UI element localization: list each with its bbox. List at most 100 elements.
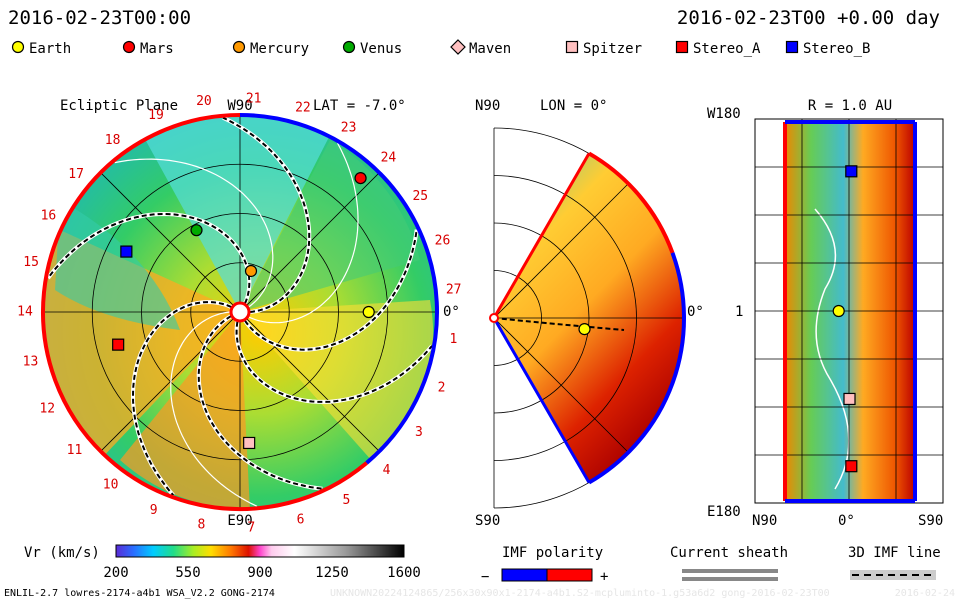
meridional-rim-positive xyxy=(587,151,675,254)
footer-stamp: 2016-02-24 xyxy=(895,588,955,599)
meridional-rim-negative xyxy=(587,252,686,485)
legend-label-maven: Maven xyxy=(469,41,511,57)
colorbar-label: Vr (km/s) xyxy=(24,545,100,561)
carrington-label: 20 xyxy=(196,94,212,109)
legend-marker-stereo-a xyxy=(675,40,689,54)
meridional-edge-top xyxy=(492,152,591,319)
carrington-label: 25 xyxy=(412,189,428,204)
sphere-velocity-map xyxy=(785,123,915,501)
sphere-mid-label: 1 xyxy=(735,304,743,320)
current-sheath-label: Current sheath xyxy=(670,545,788,561)
sphere-x-label-s90: S90 xyxy=(918,513,943,529)
polarity-positive-swatch xyxy=(546,568,593,582)
sphere-marker-stereo-a xyxy=(845,460,858,473)
ecliptic-polarity-rim xyxy=(41,113,439,511)
colorbar-tick-label: 200 xyxy=(103,565,128,581)
sphere-marker-earth xyxy=(832,304,845,318)
imf-line-label: 3D IMF line xyxy=(848,545,941,561)
colorbar-tick-label: 1600 xyxy=(387,565,421,581)
ecliptic-marker-spitzer xyxy=(243,436,256,450)
datetime-title: 2016-02-23T00:00 xyxy=(8,7,191,29)
meridional-panel: N90 LON = 0° S90 0° xyxy=(475,98,704,529)
legend-marker-maven xyxy=(450,39,466,55)
carrington-label: 4 xyxy=(383,463,391,478)
colorbar-ramp xyxy=(115,544,405,558)
sphere-bottom-left-label: E180 xyxy=(707,504,741,520)
imf-polarity-label: IMF polarity xyxy=(502,545,603,561)
body-legend: Earth Mars Mercury Venus Maven Spitzer Stereo_… xyxy=(11,39,870,57)
footer-run-id: UNKNOWN20224124865/256x30x90x1-2174-a4b1… xyxy=(330,588,830,599)
colorbar-tick-label: 1250 xyxy=(315,565,349,581)
legend-label-spitzer: Spitzer xyxy=(583,41,642,57)
imf-spiral-line xyxy=(244,229,418,351)
imf-polarity-key: IMF polarity − + xyxy=(481,545,608,585)
ecliptic-marker-venus xyxy=(190,224,203,237)
meridional-top-label: N90 xyxy=(475,98,500,114)
current-sheath-swatch-bottom xyxy=(682,577,778,581)
meridional-edge-bottom xyxy=(492,317,591,484)
legend-label-stereo-b: Stereo_B xyxy=(803,41,870,57)
imf-line-key: 3D IMF line xyxy=(848,545,941,580)
sphere-top-left-label: W180 xyxy=(707,106,741,122)
ecliptic-title: Ecliptic Plane xyxy=(60,98,178,114)
sphere-marker-stereo-b xyxy=(845,165,858,178)
carrington-label: 10 xyxy=(103,478,119,493)
carrington-label: 14 xyxy=(17,305,33,320)
current-sheath-key: Current sheath xyxy=(670,545,788,581)
carrington-label: 5 xyxy=(342,493,350,508)
carrington-label: 26 xyxy=(435,234,451,249)
carrington-label: 6 xyxy=(297,512,305,527)
carrington-label: 17 xyxy=(68,167,84,182)
colorbar-ticks: 200 550 900 1250 1600 xyxy=(103,565,421,581)
imf-spiral-line xyxy=(131,301,232,496)
carrington-label: 11 xyxy=(67,443,83,458)
carrington-label: 19 xyxy=(148,108,164,123)
carrington-label: 27 xyxy=(446,282,462,297)
carrington-label: 3 xyxy=(415,425,423,440)
meridional-lon-label: LON = 0° xyxy=(540,98,607,114)
footer-model: ENLIL-2.7 lowres-2174-a4b1 WSA_V2.2 GONG… xyxy=(4,588,275,599)
sphere-panel: R = 1.0 AU W180 E180 1 N90 0° S90 xyxy=(707,98,944,529)
legend-marker-venus xyxy=(342,40,356,54)
sphere-x-label-n90: N90 xyxy=(752,513,777,529)
sphere-title: R = 1.0 AU xyxy=(808,98,892,114)
colorbar-tick-label: 550 xyxy=(175,565,200,581)
carrington-label: 2 xyxy=(438,381,446,396)
sphere-marker-spitzer xyxy=(843,392,856,406)
sector-boundary-line xyxy=(248,142,359,324)
ecliptic-current-sheath xyxy=(46,115,434,507)
meridional-marker-earth xyxy=(578,323,591,336)
ecliptic-panel: Ecliptic Plane LAT = -7.0° W90 E90 0° 12… xyxy=(17,91,461,535)
carrington-label: 18 xyxy=(105,133,121,148)
ecliptic-right-label: 0° xyxy=(443,304,460,320)
carrington-label: 13 xyxy=(23,354,39,369)
imf-spiral-line xyxy=(235,321,433,403)
carrington-label: 23 xyxy=(341,120,357,135)
ecliptic-marker-earth xyxy=(362,305,375,319)
legend-label-stereo-a: Stereo_A xyxy=(693,41,761,57)
meridional-right-label: 0° xyxy=(687,304,704,320)
meridional-grid-spoke xyxy=(493,183,629,319)
carrington-label: 15 xyxy=(23,255,39,270)
ecliptic-marker-mars xyxy=(354,171,367,185)
polarity-minus: − xyxy=(481,569,489,585)
ecliptic-marker-mercury xyxy=(244,264,258,278)
carrington-label: 12 xyxy=(39,401,55,416)
legend-marker-stereo-b xyxy=(785,40,799,54)
ecliptic-top-label: W90 xyxy=(227,98,252,114)
carrington-label: 22 xyxy=(295,100,311,115)
legend-label-earth: Earth xyxy=(29,41,71,57)
polarity-plus: + xyxy=(600,569,608,585)
polarity-negative-swatch xyxy=(501,568,548,582)
meridional-inner-boundary xyxy=(489,313,499,323)
meridional-bottom-label: S90 xyxy=(475,513,500,529)
carrington-label: 24 xyxy=(381,151,397,166)
ecliptic-bodies xyxy=(112,171,375,450)
ecliptic-marker-stereo-a xyxy=(112,338,125,351)
ecliptic-lat-label: LAT = -7.0° xyxy=(313,98,406,114)
sphere-x-label-0: 0° xyxy=(838,513,855,529)
current-sheath-swatch-top xyxy=(682,569,778,573)
ecliptic-bottom-label: E90 xyxy=(227,513,252,529)
colorbar-tick-label: 900 xyxy=(247,565,272,581)
